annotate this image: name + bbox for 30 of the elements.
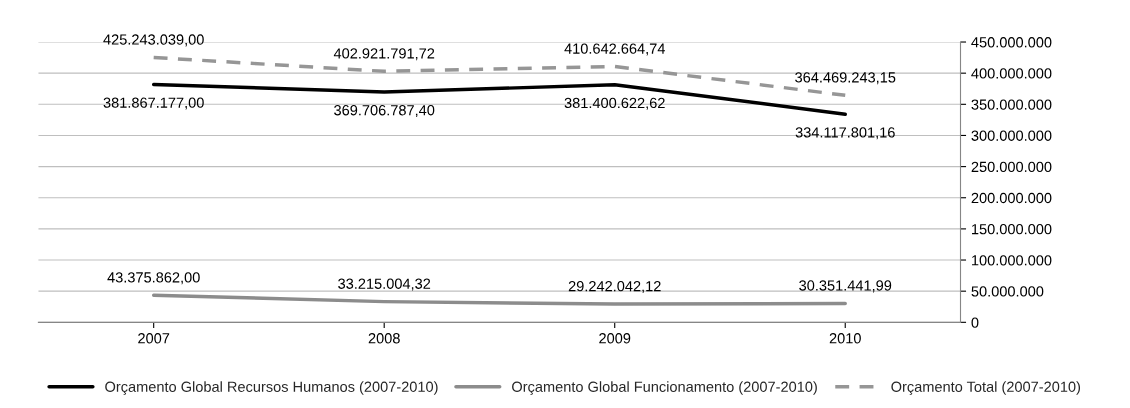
data-label: 364.469.243,15 [795,72,896,85]
x-tick-label: 2009 [599,333,631,344]
legend-label: Orçamento Global Funcionamento (2007-2010) [512,381,817,395]
legend-label: Orçamento Global Recursos Humanos (2007-2010) [105,381,438,395]
data-label: 410.642.664,74 [564,43,665,56]
y-tick-label: 250.000.000 [971,161,1052,173]
y-tick-label: 350.000.000 [971,99,1052,110]
data-label: 381.400.622,62 [564,97,665,110]
data-label: 402.921.791,72 [333,48,435,61]
y-tick-label: 150.000.000 [972,223,1052,235]
x-tick-label: 2007 [138,333,170,344]
line-series [151,293,847,306]
data-label: 43.375.862,00 [107,272,200,285]
data-label: 369.706.787,40 [334,105,435,118]
x-tick-label: 2008 [368,333,400,344]
y-tick-label: 300.000.000 [971,130,1052,141]
y-tick-label: 50.000.000 [971,286,1044,297]
data-label: 30.351.441,99 [799,280,892,293]
legend-label: Orçamento Total (2007-2010) [891,381,1081,395]
y-tick-label: 450.000.000 [971,37,1052,48]
y-tick-label: 0 [971,317,979,328]
data-label: 29.242.042,12 [568,281,661,294]
data-label: 381.867.177,00 [103,97,204,110]
data-label: 33.215.004,32 [338,278,431,291]
y-tick-label: 400.000.000 [971,68,1052,79]
y-tick-label: 200.000.000 [971,192,1052,204]
data-label: 334.117.801,16 [795,127,895,140]
x-tick-label: 2010 [829,333,861,344]
data-label: 425.243.039,00 [103,34,204,47]
y-tick-label: 100.000.000 [972,255,1052,266]
